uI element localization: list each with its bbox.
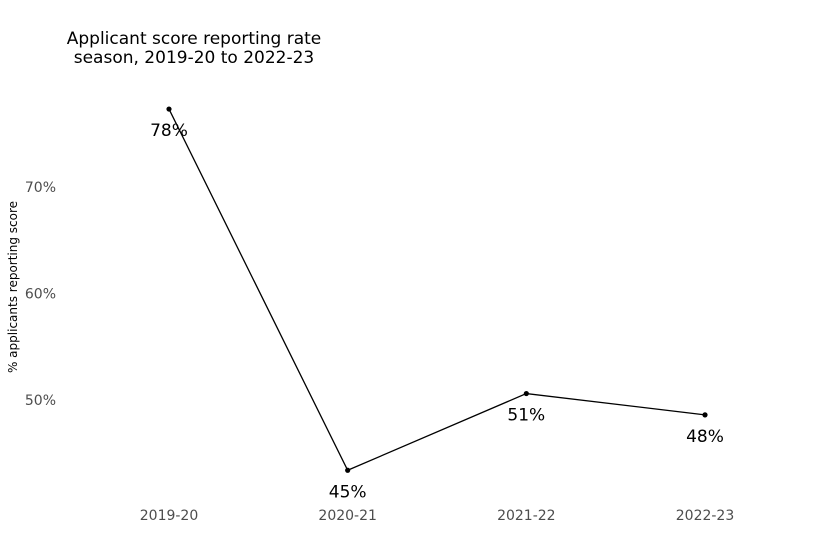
data-label: 51% [507, 406, 545, 426]
chart-title: Applicant score reporting rate season, 20… [67, 29, 322, 68]
data-point [702, 412, 708, 418]
chart-title-line: Applicant score reporting rate [67, 29, 322, 49]
y-tick-label: 60% [25, 286, 56, 302]
x-tick-label: 2019-20 [140, 508, 199, 524]
data-point [166, 106, 172, 112]
data-label: 45% [329, 482, 367, 502]
series-line [168, 108, 706, 472]
data-label: 48% [686, 427, 724, 447]
x-tick-label: 2021-22 [497, 508, 556, 524]
series-layer: 78% 45% 51% 48% [150, 106, 724, 502]
chart-title-line: season, 2019-20 to 2022-23 [74, 48, 315, 68]
data-point [345, 467, 351, 473]
y-axis-label: % applicants reporting score [6, 201, 20, 373]
y-tick-label: 70% [25, 180, 56, 196]
y-axis-ticks: 50% 60% 70% [25, 180, 56, 409]
data-point [523, 390, 529, 397]
y-tick-label: 50% [25, 393, 56, 409]
data-label: 78% [150, 121, 188, 141]
x-tick-label: 2022-23 [676, 508, 735, 524]
x-axis-ticks: 2019-20 2020-21 2021-22 2022-23 [140, 508, 735, 524]
x-tick-label: 2020-21 [318, 508, 377, 524]
